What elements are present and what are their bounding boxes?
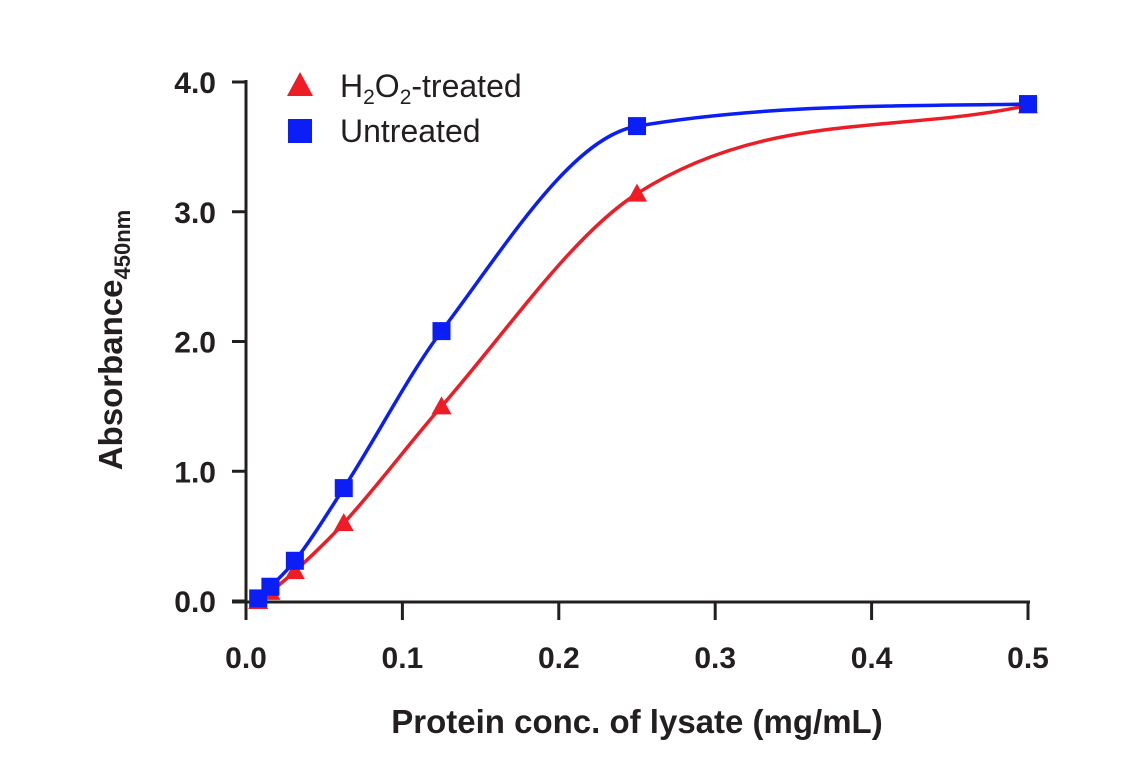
y-tick-label: 1.0 xyxy=(174,456,216,489)
x-tick-label: 0.3 xyxy=(694,642,736,675)
point-untreated xyxy=(1019,95,1037,114)
point-untreated xyxy=(628,117,646,136)
y-tick-label: 4.0 xyxy=(174,67,216,100)
x-tick-label: 0.1 xyxy=(382,642,424,675)
point-h2o2-treated xyxy=(284,561,305,580)
x-tick-label: 0.2 xyxy=(538,642,580,675)
curve-h2o2-treated xyxy=(257,103,1029,603)
x-tick-label: 0.5 xyxy=(1007,642,1049,675)
markers xyxy=(248,95,1038,609)
legend-label-h2o2-treated: H2O2-treated xyxy=(340,68,522,109)
point-untreated xyxy=(285,551,304,570)
axes: 0.0 0.1 0.2 0.3 0.4 0.5 0.0 1.0 2.0 3.0 4.0 xyxy=(174,67,1049,675)
x-tick-label: 0.4 xyxy=(851,642,893,675)
point-h2o2-treated xyxy=(627,183,647,202)
y-tick-label: 0.0 xyxy=(174,586,216,619)
legend-marker-square xyxy=(288,119,312,143)
point-untreated xyxy=(334,479,353,498)
x-tick-label: 0.0 xyxy=(225,642,267,675)
y-tick-label: 3.0 xyxy=(174,197,216,230)
curves xyxy=(256,102,1029,603)
curve-untreated xyxy=(256,102,1029,600)
legend-marker-triangle xyxy=(287,72,313,96)
point-untreated xyxy=(261,577,280,596)
point-h2o2-treated xyxy=(333,513,354,532)
point-h2o2-treated xyxy=(431,396,452,415)
x-axis-label: Protein conc. of lysate (mg/mL) xyxy=(391,703,882,740)
y-tick-label: 2.0 xyxy=(174,327,216,360)
y-axis-label: Absorbance450nm xyxy=(92,210,135,470)
legend: H2O2-treated Untreated xyxy=(287,68,522,149)
legend-label-untreated: Untreated xyxy=(340,113,481,149)
point-untreated xyxy=(432,322,451,341)
